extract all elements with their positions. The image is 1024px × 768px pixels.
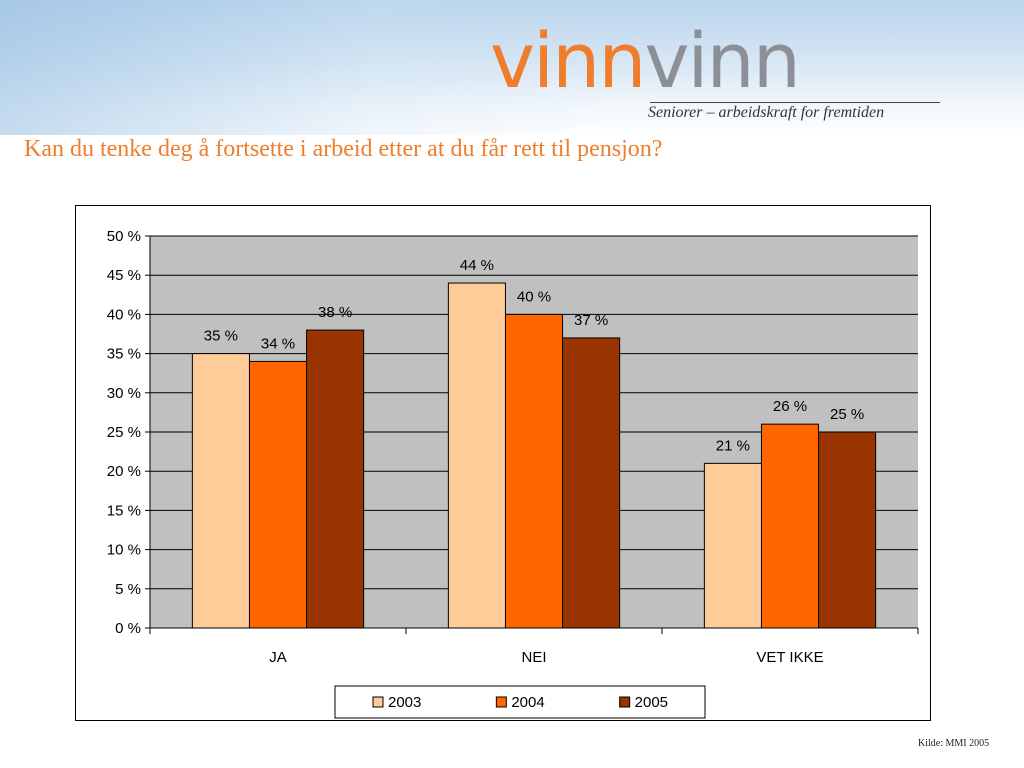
bar-2005 bbox=[818, 431, 877, 629]
legend-entry: 2004 bbox=[511, 694, 544, 711]
tagline-divider bbox=[650, 102, 940, 103]
bar-2005 bbox=[306, 329, 365, 629]
legend-swatch bbox=[619, 696, 631, 708]
data-label: 37 % bbox=[574, 312, 608, 329]
data-label: 44 % bbox=[460, 257, 494, 274]
source-note: Kilde: MMI 2005 bbox=[918, 738, 990, 749]
data-label: 40 % bbox=[517, 288, 551, 305]
y-tick-label: 45 % bbox=[107, 267, 141, 284]
y-tick-label: 25 % bbox=[107, 424, 141, 441]
y-tick-label: 0 % bbox=[115, 620, 141, 637]
data-label: 34 % bbox=[261, 335, 295, 352]
vinnvinn-logo: vinnvinn bbox=[490, 16, 801, 106]
bar-2003 bbox=[703, 462, 762, 629]
data-label: 38 % bbox=[318, 304, 352, 321]
data-label: 35 % bbox=[204, 328, 238, 345]
y-tick-label: 20 % bbox=[107, 463, 141, 480]
y-tick-label: 15 % bbox=[107, 502, 141, 519]
tagline: Seniorer – arbeidskraft for fremtiden bbox=[648, 104, 885, 121]
y-tick-label: 50 % bbox=[107, 228, 141, 245]
x-tick-label: NEI bbox=[521, 649, 546, 666]
logo-part-grey: vinn bbox=[644, 16, 800, 105]
bar-2003 bbox=[191, 353, 250, 629]
x-tick-label: VET IKKE bbox=[756, 649, 823, 666]
bar-2004 bbox=[760, 423, 820, 629]
bar-2003 bbox=[447, 282, 506, 629]
bar-2004 bbox=[504, 313, 564, 629]
bar-2004 bbox=[248, 360, 308, 629]
y-tick-label: 10 % bbox=[107, 542, 141, 559]
legend-entry: 2005 bbox=[635, 694, 668, 711]
y-tick-label: 30 % bbox=[107, 385, 141, 402]
survey-question: Kan du tenke deg å fortsette i arbeid et… bbox=[24, 136, 663, 162]
bar-2005 bbox=[562, 337, 621, 629]
x-tick-label: JA bbox=[269, 649, 287, 666]
header-sky-overlay bbox=[0, 0, 620, 135]
legend-swatch bbox=[372, 696, 384, 708]
data-label: 21 % bbox=[716, 437, 750, 454]
data-label: 26 % bbox=[773, 398, 807, 415]
y-tick-label: 35 % bbox=[107, 346, 141, 363]
y-tick-label: 40 % bbox=[107, 306, 141, 323]
legend-entry: 2003 bbox=[388, 694, 421, 711]
data-label: 25 % bbox=[830, 406, 864, 423]
legend-swatch bbox=[495, 696, 507, 708]
y-tick-label: 5 % bbox=[115, 581, 141, 598]
chart-frame: 0 % 5 % 10 % 15 % 20 % 25 % 30 % 35 % 40 % 45 % 50… bbox=[75, 205, 931, 721]
legend bbox=[334, 685, 706, 719]
bar-chart: 0 % 5 % 10 % 15 % 20 % 25 % 30 % 35 % 40 % 45 % 50… bbox=[107, 228, 919, 719]
logo-part-orange: vinn bbox=[490, 16, 646, 105]
